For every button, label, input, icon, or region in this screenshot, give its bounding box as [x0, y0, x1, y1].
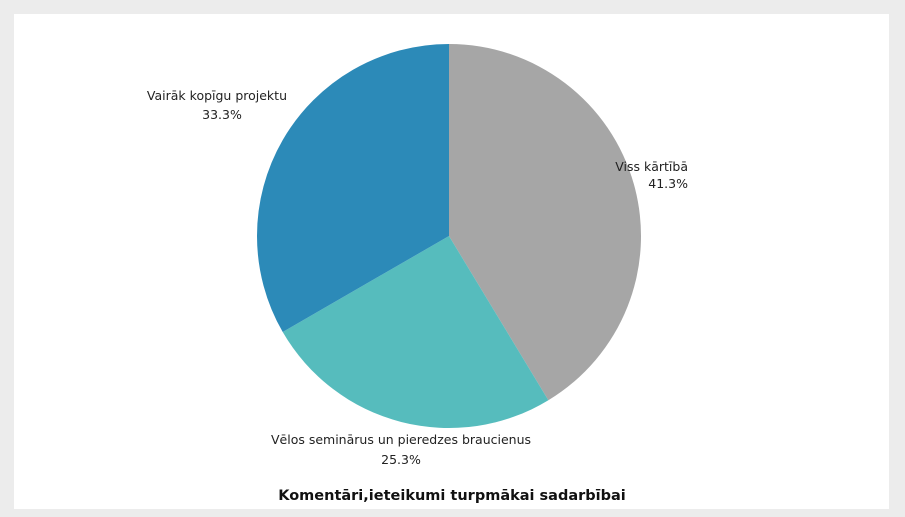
chart-title: Komentāri,ieteikumi turpmākai sadarbībai	[278, 488, 626, 504]
slice-value-velos-seminarus: 25.3%	[381, 452, 421, 467]
slice-value-viss-kartiba: 41.3%	[648, 176, 688, 191]
slice-vairak-projektu	[257, 43, 449, 332]
slice-label-velos-seminarus: Vēlos seminārus un pieredzes braucienus	[271, 432, 531, 447]
slice-label-viss-kartiba: Viss kārtībā	[615, 159, 688, 174]
slice-label-vairak-projektu: Vairāk kopīgu projektu	[147, 88, 287, 103]
slice-value-vairak-projektu: 33.3%	[202, 107, 242, 122]
slice-velos-seminarus	[282, 236, 549, 428]
pie-slices	[257, 43, 642, 428]
slice-viss-kartiba	[449, 44, 642, 401]
